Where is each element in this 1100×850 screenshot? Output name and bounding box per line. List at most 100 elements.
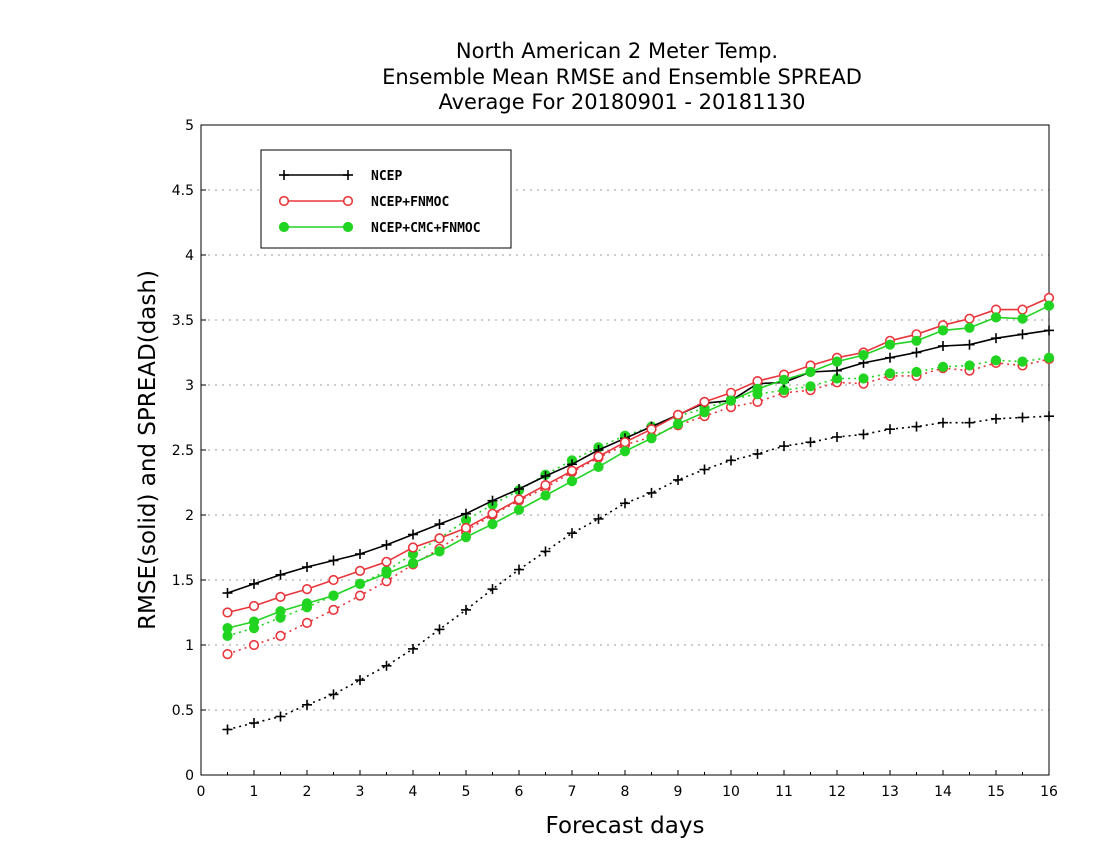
line-ncep-fnmoc-spread: [227, 358, 1050, 655]
point-ncep-spread: [699, 464, 710, 475]
series-ncep-cmc-fnmoc-rmse: [222, 300, 1055, 634]
point-ncep-fnmoc-rmse: [434, 533, 445, 544]
legend-item-ncep-fnmoc: NCEP+FNMOC: [278, 195, 449, 210]
point-ncep-spread: [1044, 411, 1054, 422]
point-ncep-spread: [991, 413, 1001, 424]
point-ncep-spread: [938, 417, 948, 428]
point-ncep-cmc-fnmoc-rmse: [752, 383, 763, 394]
point-ncep-spread: [514, 564, 524, 575]
point-ncep-spread: [593, 513, 604, 524]
point-ncep-rmse: [355, 549, 365, 559]
point-ncep-cmc-fnmoc-rmse: [699, 407, 710, 418]
point-ncep-spread: [487, 584, 498, 595]
point-ncep-spread: [620, 498, 630, 509]
point-ncep-fnmoc-rmse: [540, 480, 551, 491]
point-ncep-rmse: [1017, 329, 1028, 340]
point-ncep-rmse: [381, 539, 392, 550]
point-ncep-rmse: [911, 347, 922, 358]
y-tick-label: 0: [185, 768, 194, 784]
point-ncep-spread: [249, 718, 259, 728]
point-ncep-cmc-fnmoc-rmse: [328, 590, 339, 601]
point-ncep-spread: [752, 448, 763, 459]
point-ncep-rmse: [938, 341, 948, 351]
point-ncep-rmse: [328, 555, 339, 566]
point-ncep-fnmoc-rmse: [460, 522, 472, 534]
point-ncep-fnmoc-spread: [354, 590, 366, 601]
point-ncep-spread: [885, 424, 895, 435]
point-ncep-cmc-fnmoc-spread: [937, 361, 949, 372]
x-tick-label: 9: [674, 784, 683, 800]
point-ncep-cmc-fnmoc-spread: [884, 368, 896, 379]
point-ncep-cmc-fnmoc-rmse: [805, 366, 816, 378]
point-ncep-spread: [567, 528, 577, 539]
legend-marker: [278, 195, 290, 207]
point-ncep-cmc-fnmoc-rmse: [513, 504, 525, 515]
point-ncep-cmc-fnmoc-rmse: [566, 476, 578, 487]
point-ncep-cmc-fnmoc-spread: [858, 373, 869, 384]
point-ncep-fnmoc-rmse: [593, 451, 604, 462]
legend-marker: [279, 170, 289, 180]
line-ncep-fnmoc-rmse: [227, 297, 1050, 614]
x-tick-label: 1: [250, 784, 259, 800]
x-tick-label: 8: [621, 784, 630, 800]
x-tick-label: 16: [1040, 784, 1058, 800]
point-ncep-spread: [911, 421, 922, 432]
y-tick-label: 3: [185, 378, 194, 394]
point-ncep-cmc-fnmoc-rmse: [858, 350, 869, 361]
point-ncep-spread: [779, 441, 789, 452]
x-tick-label: 3: [356, 784, 365, 800]
point-ncep-cmc-fnmoc-rmse: [672, 418, 684, 430]
y-tick-label: 1: [185, 638, 194, 654]
point-ncep-spread: [805, 437, 816, 448]
point-ncep-fnmoc-rmse: [619, 437, 631, 448]
point-ncep-spread: [355, 675, 365, 686]
point-ncep-fnmoc-rmse: [248, 600, 260, 612]
legend-label: NCEP: [371, 169, 402, 184]
point-ncep-fnmoc-rmse: [513, 494, 525, 505]
point-ncep-spread: [461, 604, 471, 615]
point-ncep-fnmoc-rmse: [566, 465, 578, 476]
x-tick-label: 15: [987, 784, 1005, 800]
y-tick-label: 2.5: [172, 443, 194, 459]
x-axis: 0 1 2 3 4 5 6 7 8 9 10 11 12 13 14 15 16: [197, 770, 1058, 800]
point-ncep-spread: [328, 689, 339, 700]
legend-marker: [278, 221, 290, 233]
x-tick-label: 14: [934, 784, 952, 800]
legend-label: NCEP+FNMOC: [371, 195, 449, 210]
point-ncep-cmc-fnmoc-spread: [805, 381, 816, 392]
legend-marker: [342, 221, 354, 233]
legend-label: NCEP+CMC+FNMOC: [371, 221, 481, 236]
point-ncep-cmc-fnmoc-rmse: [646, 433, 657, 444]
point-ncep-rmse: [540, 471, 551, 481]
point-ncep-cmc-fnmoc-rmse: [354, 578, 366, 590]
point-ncep-fnmoc-spread: [248, 639, 260, 651]
x-tick-label: 10: [722, 784, 740, 800]
point-ncep-cmc-fnmoc-rmse: [778, 374, 790, 385]
y-tick-label: 4: [185, 248, 194, 264]
point-ncep-fnmoc-rmse: [222, 607, 233, 618]
point-ncep-spread: [832, 432, 842, 442]
x-tick-label: 5: [462, 784, 471, 800]
line-ncep-spread: [227, 415, 1050, 731]
point-ncep-rmse: [249, 578, 259, 589]
point-ncep-fnmoc-rmse: [381, 556, 392, 567]
x-tick-label: 11: [775, 784, 793, 800]
point-ncep-fnmoc-spread: [222, 648, 233, 660]
y-tick-label: 2: [185, 508, 194, 524]
point-ncep-cmc-fnmoc-rmse: [222, 623, 233, 634]
point-ncep-spread: [1017, 412, 1028, 423]
point-ncep-spread: [646, 487, 657, 498]
line-ncep-rmse: [227, 329, 1050, 594]
x-tick-label: 6: [515, 784, 524, 800]
y-axis-title: RMSE(solid) and SPREAD(dash): [135, 270, 161, 630]
point-ncep-cmc-fnmoc-spread: [1017, 356, 1028, 367]
point-ncep-rmse: [832, 365, 842, 376]
point-ncep-cmc-fnmoc-rmse: [301, 598, 313, 609]
point-ncep-cmc-fnmoc-rmse: [619, 446, 631, 457]
point-ncep-spread: [408, 643, 418, 654]
point-ncep-cmc-fnmoc-rmse: [1043, 300, 1055, 311]
point-ncep-cmc-fnmoc-rmse: [407, 558, 419, 569]
legend-marker: [342, 195, 354, 207]
point-ncep-spread: [381, 660, 392, 671]
point-ncep-cmc-fnmoc-rmse: [1017, 313, 1028, 324]
